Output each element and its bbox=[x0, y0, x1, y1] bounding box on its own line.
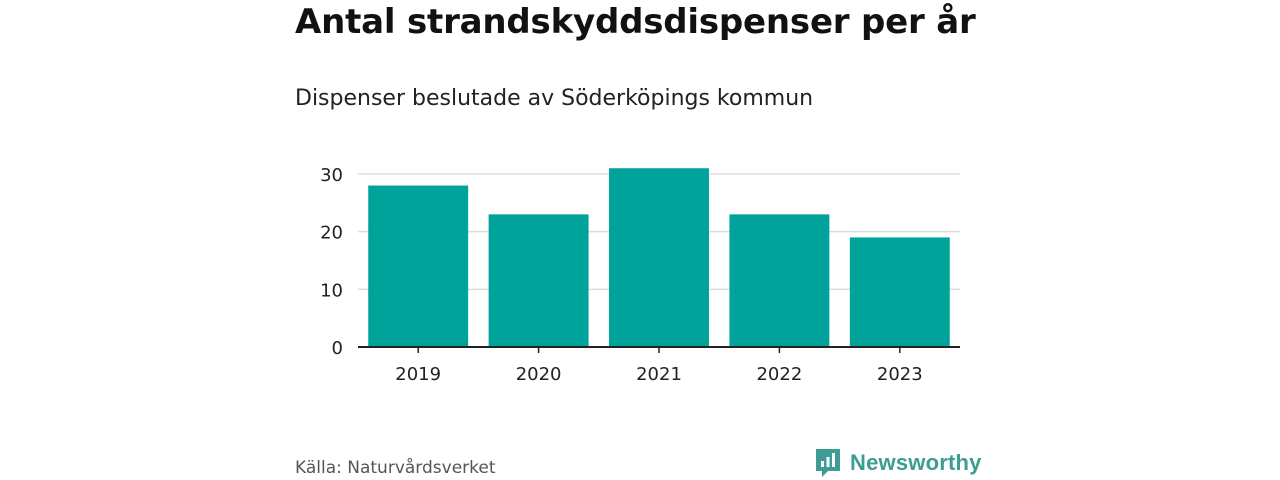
bar-2021 bbox=[609, 168, 709, 347]
chart-title: Antal strandskyddsdispenser per år bbox=[295, 2, 976, 42]
bar-2020 bbox=[488, 214, 589, 347]
chart-subtitle: Dispenser beslutade av Söderköpings komm… bbox=[295, 86, 814, 111]
y-tick-label: 30 bbox=[320, 165, 343, 186]
bar-2023 bbox=[849, 237, 950, 347]
bar-2022 bbox=[729, 214, 830, 347]
y-tick-label: 0 bbox=[332, 338, 343, 359]
bar-2019 bbox=[368, 185, 469, 347]
y-tick-label: 10 bbox=[320, 280, 343, 301]
tick-labels: 0 10 20 30 2019 2020 2021 2022 2023 bbox=[320, 165, 923, 385]
bars bbox=[368, 168, 950, 347]
brand-name: Newsworthy bbox=[850, 450, 982, 475]
newsworthy-logo-icon bbox=[816, 449, 840, 477]
x-tick-label-2020: 2020 bbox=[516, 364, 562, 385]
x-tick-label-2023: 2023 bbox=[877, 364, 923, 385]
axes bbox=[358, 346, 960, 353]
x-tick-label-2022: 2022 bbox=[756, 364, 802, 385]
y-tick-label: 20 bbox=[320, 223, 343, 244]
x-tick-label-2021: 2021 bbox=[636, 364, 682, 385]
source-note: Källa: Naturvårdsverket bbox=[295, 458, 496, 478]
x-tick-label-2019: 2019 bbox=[395, 364, 441, 385]
brand-logo: Newsworthy bbox=[814, 447, 982, 479]
